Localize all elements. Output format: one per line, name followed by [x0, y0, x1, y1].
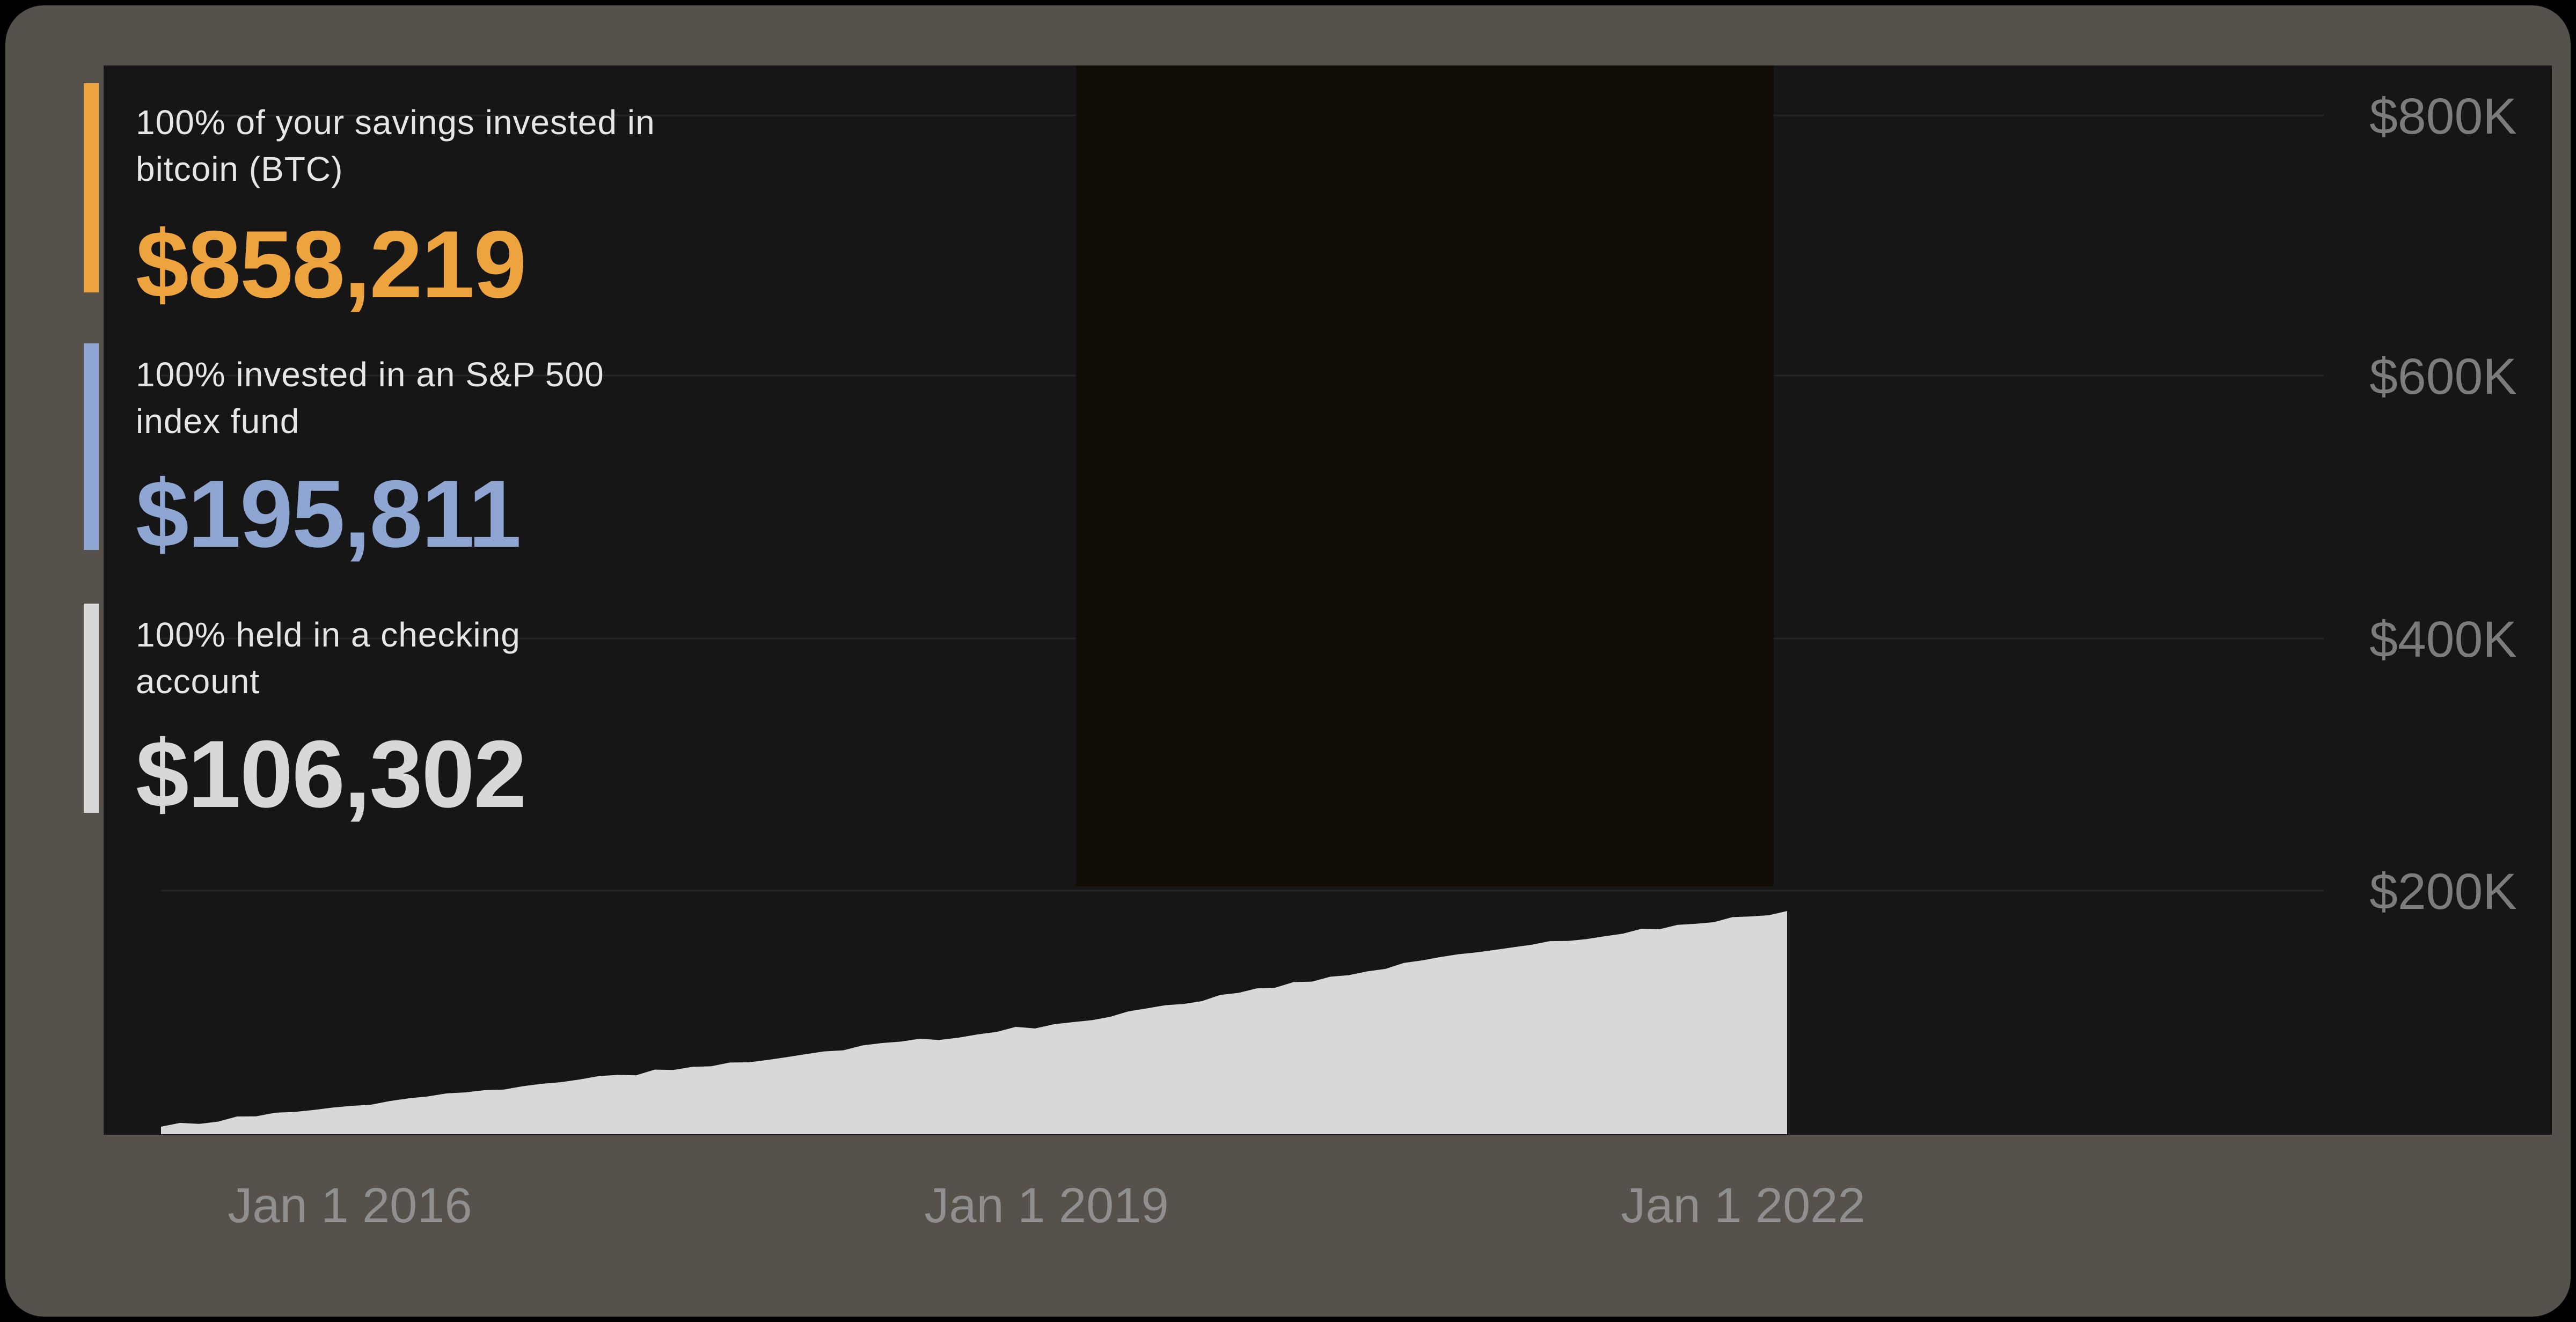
chart-legend: 100% of your savings invested in bitcoin…: [5, 5, 918, 917]
chart-card: 100% of your savings invested in bitcoin…: [5, 5, 2571, 1317]
bitcoin-value: $858,219: [136, 211, 526, 318]
y-tick-label: $600K: [2369, 348, 2517, 405]
checking-value: $106,302: [136, 721, 526, 827]
chart-canvas[interactable]: [5, 5, 2571, 1317]
checking-caption-line2: account: [136, 662, 260, 701]
sp500-value: $195,811: [136, 460, 522, 567]
bitcoin-caption-line1: 100% of your savings invested in: [136, 103, 655, 142]
y-tick-label: $200K: [2369, 863, 2517, 920]
sp500-caption-line2: index fund: [136, 402, 300, 440]
bitcoin-caption-line2: bitcoin (BTC): [136, 150, 343, 188]
bitcoin-swatch-bar: [84, 83, 99, 292]
y-tick-label: $400K: [2369, 611, 2517, 668]
sp500-swatch-bar: [84, 343, 99, 550]
sp500-caption-line1: 100% invested in an S&P 500: [136, 355, 604, 394]
x-tick-label: Jan 1 2016: [228, 1178, 472, 1233]
checking-swatch-bar: [84, 604, 99, 813]
checking-caption-line1: 100% held in a checking: [136, 615, 521, 654]
x-tick-label: Jan 1 2022: [1621, 1178, 1865, 1233]
x-tick-label: Jan 1 2019: [924, 1178, 1169, 1233]
y-tick-label: $800K: [2369, 88, 2517, 145]
